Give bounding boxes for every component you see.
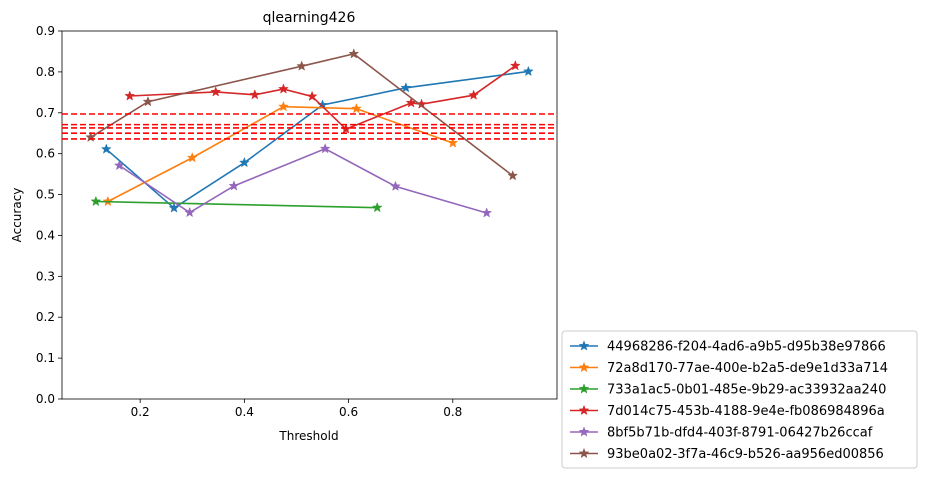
data-point-star (350, 102, 362, 114)
y-tick-label: 0.0 (36, 392, 55, 406)
data-point-star (186, 152, 198, 163)
x-tick-label: 0.8 (443, 405, 462, 419)
data-point-star (405, 97, 417, 108)
legend: 44968286-f204-4ad6-a9b5-d95b38e97866 72a8… (561, 330, 918, 469)
data-point-star (522, 65, 534, 77)
legend-entry-label: 8bf5b71b-dfd4-403f-8791-06427b26ccaf (607, 426, 873, 441)
y-tick-label: 0.4 (36, 228, 55, 242)
x-tick-label: 0.2 (131, 405, 150, 419)
y-tick-label: 0.1 (36, 351, 55, 365)
series-line (95, 200, 378, 209)
series-line (129, 65, 516, 131)
x-tick-label: 0.4 (235, 405, 254, 419)
y-tick-label: 0.8 (36, 65, 55, 79)
data-point-star (278, 83, 289, 94)
data-point-star (100, 143, 112, 154)
data-point-star (228, 180, 240, 191)
data-point-star (249, 89, 261, 100)
data-point-star (447, 137, 459, 148)
legend-swatch-star (578, 426, 590, 437)
y-tick-label: 0.7 (36, 106, 55, 120)
data-point-star (90, 195, 102, 207)
data-point-star (468, 89, 480, 100)
y-tick-label: 0.2 (36, 310, 55, 324)
legend-entry-label: 733a1ac5-0b01-485e-9b29-ac33932aa240 (607, 383, 886, 398)
data-point-star (509, 60, 521, 71)
legend-swatch-star (578, 404, 590, 416)
legend-swatch-star (578, 340, 590, 351)
legend-swatch-star (578, 447, 590, 459)
data-point-star (113, 159, 125, 171)
plot-area: 0.2 0.4 0.6 0.8 0.0 0.1 0.2 0.3 0.4 0.5 0.6 0.7 0.8 0… (36, 24, 558, 419)
legend-entry-label: 93be0a02-3f7a-46c9-b526-aa956ed00856 (607, 447, 884, 462)
data-point-star (142, 96, 154, 107)
x-axis-label: Threshold (278, 429, 338, 443)
data-point-star (168, 202, 180, 213)
series-line (118, 147, 487, 214)
data-point-star (124, 90, 136, 101)
axes-frame (61, 30, 558, 400)
data-point-star (184, 206, 196, 218)
y-tick-label: 0.9 (36, 24, 55, 38)
legend-swatch-star (578, 383, 590, 394)
legend-swatch-star (578, 361, 590, 373)
data-point-star (319, 143, 331, 154)
legend-entry-label: 44968286-f204-4ad6-a9b5-d95b38e97866 (607, 340, 886, 355)
chart-title: qlearning426 (263, 10, 356, 26)
x-tick-label: 0.6 (339, 405, 358, 419)
data-point-star (371, 201, 383, 213)
legend-entry-label: 72a8d170-77ae-400e-b2a5-de9e1d33a714 (607, 361, 888, 376)
legend-frame (561, 330, 918, 469)
data-point-star (278, 100, 289, 112)
y-tick-label: 0.6 (36, 147, 55, 161)
y-tick-label: 0.5 (36, 188, 55, 202)
data-point-star (306, 90, 318, 102)
data-point-star (400, 82, 412, 93)
data-point-star (348, 48, 360, 59)
data-point-star (210, 86, 222, 97)
data-point-star (390, 180, 401, 191)
data-point-star (296, 60, 308, 71)
data-point-star (238, 156, 250, 168)
data-point-star (507, 170, 519, 181)
y-tick-label: 0.3 (36, 269, 55, 283)
y-axis-label: Accuracy (10, 188, 24, 243)
legend-entry-label: 7d014c75-453b-4188-9e4e-fb086984896a (607, 404, 885, 419)
data-point-star (481, 207, 493, 218)
